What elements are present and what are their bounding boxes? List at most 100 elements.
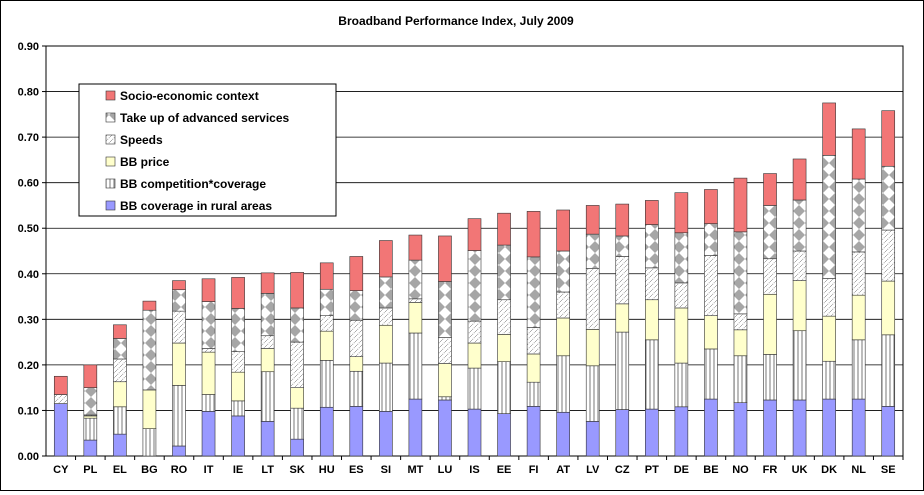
bar-segment	[113, 406, 127, 435]
legend-swatch	[105, 134, 116, 145]
bar-segment	[704, 189, 718, 224]
bar-segment	[408, 332, 423, 400]
legend-entry: BB coverage in rural areas	[120, 199, 272, 213]
x-tick-label: EL	[113, 464, 127, 476]
y-tick-label: 0.10	[18, 405, 39, 417]
bar-segment	[319, 360, 334, 408]
x-tick-label: SI	[381, 464, 391, 476]
legend-swatch	[105, 200, 116, 211]
bar-segment	[615, 235, 630, 257]
legend-entry: Take up of advanced services	[120, 111, 290, 125]
bar-segment	[645, 267, 659, 301]
y-tick-label: 0.30	[18, 314, 39, 326]
bar-segment	[763, 258, 777, 295]
bar-segment	[733, 177, 748, 233]
bar-segment	[408, 398, 423, 457]
x-tick-label: CY	[53, 464, 69, 476]
bar-segment	[408, 259, 423, 300]
bar-segment	[585, 421, 600, 457]
x-tick-label: NL	[851, 464, 866, 476]
bar-segment	[83, 387, 98, 416]
bar-segment	[526, 327, 541, 355]
bar-segment	[792, 399, 807, 457]
x-tick-label: FR	[763, 464, 778, 476]
bar-segment	[172, 445, 186, 457]
legend-entry: BB price	[120, 155, 170, 169]
bar-segment	[172, 289, 186, 312]
bar-segment	[822, 360, 836, 400]
bar-segment	[290, 407, 304, 440]
bar-segment	[733, 329, 748, 357]
bar-segment	[763, 399, 777, 457]
bar-segment	[585, 365, 600, 422]
bar-segment	[851, 294, 866, 341]
legend: Socio-economic context Take up of advance…	[78, 83, 337, 217]
x-tick-label: PT	[645, 464, 659, 476]
bar-segment	[467, 408, 482, 457]
bar-segment	[674, 307, 689, 364]
bar-segment	[142, 428, 157, 457]
bar-segment	[497, 299, 511, 335]
x-tick-label: UK	[792, 464, 808, 476]
bar-segment	[231, 351, 245, 373]
x-tick-label: DE	[674, 464, 689, 476]
bar-segment	[497, 361, 511, 414]
bar-segment	[438, 235, 452, 282]
bar-segment	[172, 342, 186, 386]
bar-segment	[201, 348, 216, 353]
bar-segment	[379, 307, 393, 326]
bar-segment	[615, 303, 630, 333]
x-tick-label: DK	[821, 464, 837, 476]
bar-segment	[674, 282, 689, 309]
x-tick-label: IT	[204, 464, 214, 476]
bar-segment	[763, 205, 777, 260]
bar-segment	[83, 417, 98, 441]
bar-segment	[792, 250, 807, 281]
bar-segment	[526, 211, 541, 258]
bar-segment	[881, 334, 896, 407]
bar-segment	[556, 291, 570, 319]
bar-segment	[113, 381, 127, 408]
x-tick-label: IE	[233, 464, 243, 476]
bar-segment	[142, 300, 157, 311]
bar-segment	[408, 234, 423, 261]
bar-segment	[467, 367, 482, 410]
bar-segment	[379, 324, 393, 364]
bar-segment	[674, 362, 689, 408]
bar-segment	[408, 298, 423, 303]
x-tick-label: BE	[703, 464, 718, 476]
bar-segment	[645, 299, 659, 341]
bar-segment	[733, 231, 748, 315]
bar-segment	[113, 358, 127, 383]
bar-segment	[645, 200, 659, 225]
bar-segment	[615, 409, 630, 457]
bar-segment	[467, 320, 482, 344]
bar-segment	[792, 280, 807, 332]
bar-segment	[290, 438, 304, 457]
legend-entry: Speeds	[120, 133, 163, 147]
bar-segment	[172, 310, 186, 344]
y-tick-label: 0.60	[18, 178, 39, 190]
x-tick-label: EE	[497, 464, 512, 476]
legend-swatch	[105, 90, 116, 101]
bar-segment	[851, 251, 866, 296]
bar-segment	[201, 301, 216, 349]
bar-segment	[319, 330, 334, 361]
bar-segment	[349, 356, 364, 372]
x-tick-label: NO	[732, 464, 749, 476]
x-tick-label: LT	[261, 464, 274, 476]
bar-segment	[645, 408, 659, 457]
bar-segment	[231, 400, 245, 417]
bar-segment	[260, 293, 275, 337]
bar-segment	[319, 262, 334, 290]
y-tick-label: 0.90	[18, 41, 39, 53]
bar-segment	[172, 385, 186, 447]
bar-segment	[556, 355, 570, 413]
bar-segment	[319, 406, 334, 457]
bar-segment	[645, 339, 659, 410]
bar-segment	[260, 371, 275, 422]
y-tick-label: 0.80	[18, 87, 39, 99]
bar-segment	[231, 415, 245, 457]
axis-layer: 0.00 0.10 0.20 0.30 0.40 0.50 0.60 0.70 0.80 0.90…	[18, 41, 904, 476]
